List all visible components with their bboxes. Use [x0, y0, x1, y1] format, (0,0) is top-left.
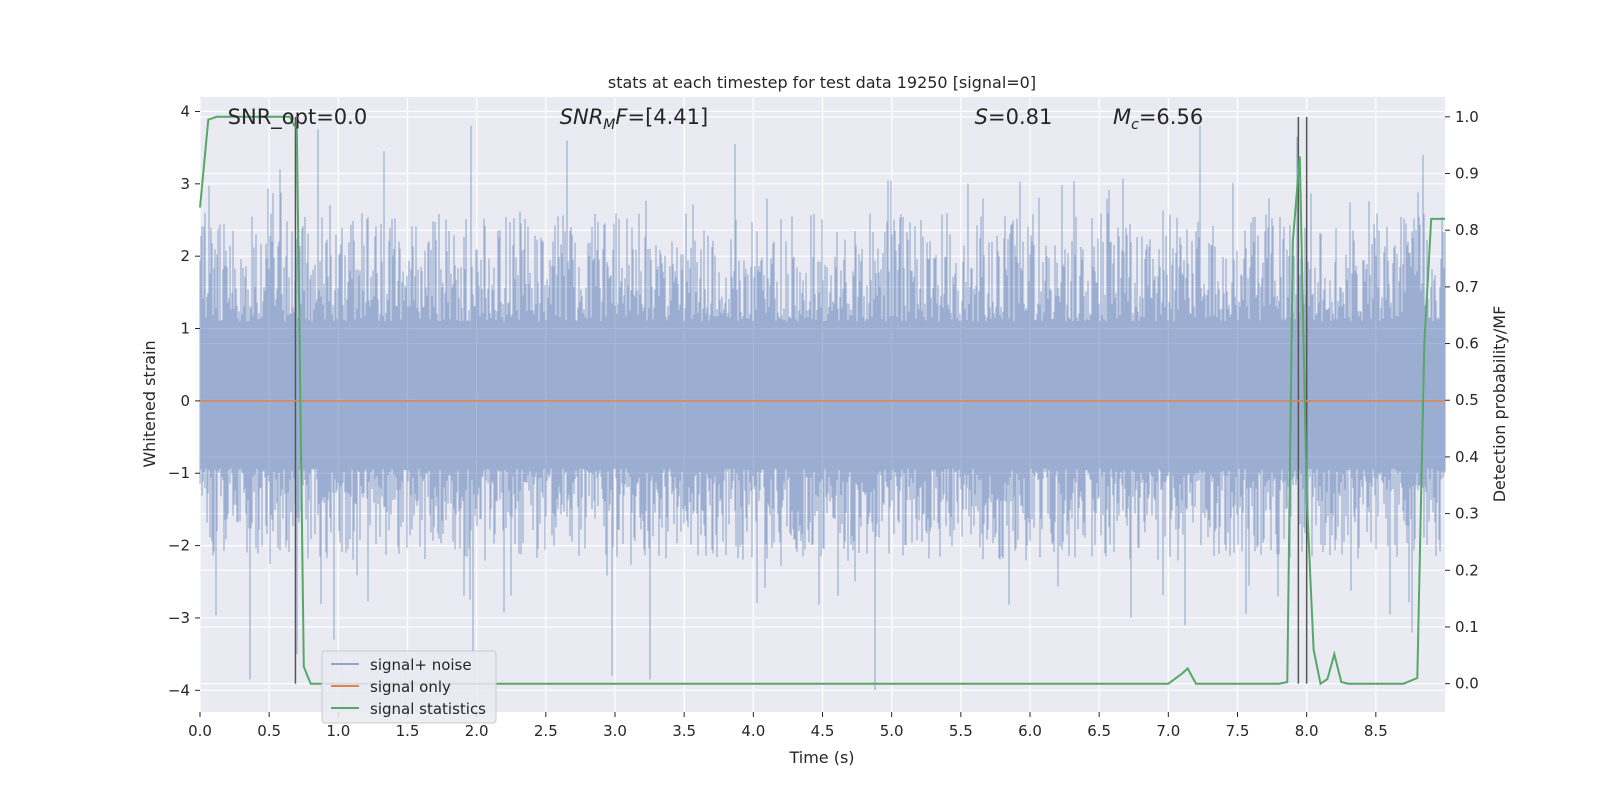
annotation-snr-mf: SNRMF=[4.41]: [560, 105, 709, 133]
y-left-tick-label: 4: [180, 102, 190, 120]
legend-label-signal-only: signal only: [370, 678, 451, 696]
x-tick-label: 6.5: [1087, 722, 1111, 740]
y-right-tick-label: 0.9: [1455, 165, 1479, 183]
x-tick-label: 0.0: [188, 722, 212, 740]
x-tick-label: 3.5: [672, 722, 696, 740]
y-right-tick-label: 0.6: [1455, 335, 1479, 353]
annotation-s: S=0.81: [975, 105, 1053, 129]
y-left-tick-label: −2: [168, 537, 190, 555]
x-tick-label: 1.0: [326, 722, 350, 740]
x-tick-label: 4.0: [741, 722, 765, 740]
x-tick-label: 8.0: [1295, 722, 1319, 740]
x-tick-label: 3.0: [603, 722, 627, 740]
legend-label-signal-noise: signal+ noise: [370, 656, 472, 674]
annotations: SNR_opt=0.0 SNRMF=[4.41] S=0.81 Mc=6.56: [228, 105, 1204, 133]
axes: 0.0 0.5 1.0 1.5 2.0 2.5 3.0 3.5 4.0 4.5 5.0 5.5 6.0 6…: [168, 102, 1479, 740]
y-right-tick-label: 0.5: [1455, 391, 1479, 409]
x-tick-label: 7.0: [1156, 722, 1180, 740]
y-left-tick-label: 1: [180, 320, 190, 338]
annotation-snr-opt: SNR_opt=0.0: [228, 105, 368, 130]
y-right-tick-label: 0.8: [1455, 221, 1479, 239]
x-tick-label: 6.0: [1018, 722, 1042, 740]
x-tick-label: 7.5: [1226, 722, 1250, 740]
signal-statistics-series: [199, 115, 1445, 686]
y-right-tick-label: 0.7: [1455, 278, 1479, 296]
x-tick-label: 2.0: [465, 722, 489, 740]
annotation-mc: Mc=6.56: [1113, 105, 1203, 133]
y-left-tick-label: −1: [168, 464, 190, 482]
x-axis-label: Time (s): [788, 748, 854, 767]
y-left-tick-label: −4: [168, 681, 190, 699]
chart-title: stats at each timestep for test data 192…: [608, 73, 1036, 92]
y-left-tick-label: 2: [180, 247, 190, 265]
x-tick-label: 2.5: [534, 722, 558, 740]
y-right-tick-label: 0.0: [1455, 675, 1479, 693]
y-right-tick-label: 0.1: [1455, 618, 1479, 636]
y-right-tick-label: 1.0: [1455, 108, 1479, 126]
x-tick-label: 8.5: [1364, 722, 1388, 740]
x-tick-label: 5.5: [949, 722, 973, 740]
y-axis-label-left: Whitened strain: [140, 340, 159, 467]
y-left-tick-label: 3: [180, 175, 190, 193]
y-right-tick-label: 0.4: [1455, 448, 1479, 466]
legend-label-signal-statistics: signal statistics: [370, 700, 486, 718]
signal-statistics-line: [199, 115, 1445, 686]
x-tick-label: 0.5: [257, 722, 281, 740]
x-tick-label: 1.5: [396, 722, 420, 740]
legend: signal+ noise signal only signal statist…: [321, 650, 497, 724]
y-right-tick-label: 0.3: [1455, 505, 1479, 523]
y-right-tick-label: 0.2: [1455, 561, 1479, 579]
x-tick-label: 4.5: [811, 722, 835, 740]
x-tick-label: 5.0: [880, 722, 904, 740]
y-left-tick-label: −3: [168, 609, 190, 627]
legend-box: [321, 650, 497, 724]
y-left-tick-label: 0: [180, 392, 190, 410]
y-axis-label-right: Detection probability/MF: [1490, 306, 1509, 503]
